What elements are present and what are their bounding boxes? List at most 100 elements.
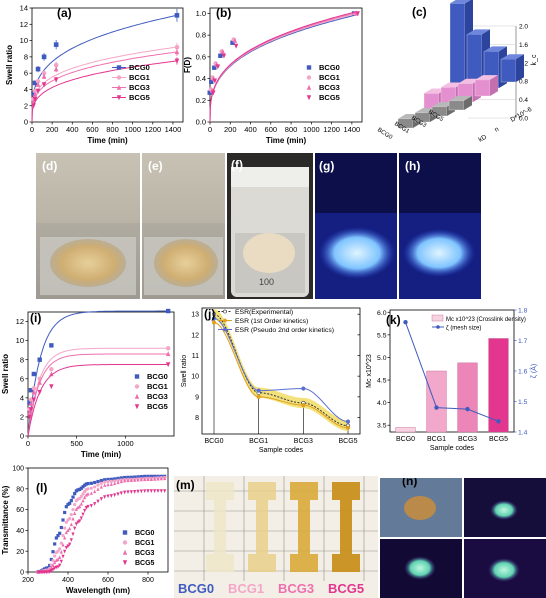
data-point-BCG5 <box>165 362 171 368</box>
data-point-BCG1 <box>81 492 85 496</box>
y-tick-label: 0.4 <box>196 74 206 83</box>
z-axis-label: k_c <box>531 54 538 65</box>
data-point-BCG3 <box>113 481 117 486</box>
legend-label: BCG3 <box>147 392 168 401</box>
x-tick-label: BCG0 <box>204 438 223 445</box>
plot-frame <box>27 467 169 573</box>
x-tick-label: 600 <box>102 577 114 584</box>
data-point-BCG0 <box>83 483 87 487</box>
data-point-BCG0 <box>106 477 110 482</box>
category-label: BCG0 <box>376 127 394 141</box>
y-axis-label: Mc x10^23 <box>366 354 373 388</box>
data-point-BCG3 <box>78 504 82 509</box>
data-point-BCG0 <box>31 91 36 96</box>
data-point-BCG1 <box>58 547 62 551</box>
x-tick-label: 600 <box>86 125 99 134</box>
data-point-BCG5 <box>109 494 113 498</box>
data-point-BCG5 <box>32 96 38 102</box>
data-point-BCG1 <box>79 494 83 499</box>
data-point-BCG1 <box>28 397 34 402</box>
y-tick-label: 10 <box>191 374 199 381</box>
data-point-BCG1 <box>96 483 100 487</box>
x-tick-label: 0 <box>30 125 34 134</box>
data-point-BCG5 <box>123 490 127 495</box>
data-point-BCG5 <box>53 77 59 83</box>
data-point-BCG0 <box>96 479 100 484</box>
data-point-BCG5 <box>78 519 82 524</box>
panel-label-g: (g) <box>319 159 335 173</box>
legend-marker <box>122 560 128 566</box>
data-point-1 <box>345 425 351 430</box>
data-point-BCG0 <box>113 477 117 481</box>
data-point-BCG0 <box>116 476 120 480</box>
data-point-BCG5 <box>51 567 55 572</box>
data-point-BCG0 <box>46 566 50 570</box>
data-point-BCG3 <box>174 49 180 55</box>
bar-side-kD <box>464 96 472 110</box>
x-tick-label: 800 <box>106 125 119 134</box>
panel-label-n: (n) <box>402 478 418 488</box>
data-point-BCG0 <box>76 488 80 492</box>
data-point-BCG5 <box>49 569 53 573</box>
row-label: n <box>494 126 501 134</box>
data-point-BCG5 <box>211 90 216 96</box>
photo-g: (g) <box>315 153 397 299</box>
data-point-BCG1 <box>53 554 57 558</box>
data-point-BCG0 <box>165 308 171 314</box>
data-point-BCG1 <box>93 485 97 489</box>
legend-label: BCG5 <box>129 93 150 102</box>
data-point-BCG0 <box>78 487 82 491</box>
legend-marker <box>134 374 140 379</box>
data-point-BCG5 <box>96 499 100 504</box>
data-point-BCG3 <box>69 522 73 527</box>
bar-front-kD <box>448 100 465 111</box>
data-point-BCG5 <box>81 512 85 517</box>
x-tick-label: 200 <box>46 125 59 134</box>
data-point-BCG5 <box>106 494 110 499</box>
strip-label-bcg5: BCG5 <box>328 581 364 596</box>
data-point-BCG5 <box>74 522 78 526</box>
data-point-BCG3 <box>143 477 147 482</box>
data-point-BCG0 <box>64 505 68 509</box>
data-point-BCG5 <box>37 389 42 395</box>
legend-marker <box>223 318 227 323</box>
data-point-BCG3 <box>109 482 113 486</box>
data-point-BCG1 <box>71 508 75 512</box>
data-point-BCG0 <box>209 79 214 85</box>
data-point-BCG3 <box>53 560 57 565</box>
data-point-BCG3 <box>51 563 55 567</box>
x-tick-label: BCG5 <box>489 436 508 443</box>
data-point-BCG3 <box>74 507 78 511</box>
data-point-BCG5 <box>35 88 41 94</box>
data-point-BCG3 <box>81 498 85 503</box>
data-point-BCG0 <box>53 542 57 546</box>
x-axis-label: Time (min) <box>266 136 307 145</box>
y-tick-label: 60 <box>16 507 24 514</box>
legend-label: BCG0 <box>147 372 168 381</box>
x-tick-label: 600 <box>265 125 278 134</box>
legend-label: BCG5 <box>147 402 168 411</box>
data-point-BCG3 <box>232 37 238 43</box>
fit-line-BCG5 <box>209 11 356 123</box>
y-tick-label: 5.5 <box>377 332 387 339</box>
bar-top-D*10^-6 <box>484 46 507 52</box>
data-point-BCG5 <box>56 565 60 569</box>
panel-label-d: (d) <box>42 159 58 173</box>
legend-label: BCG0 <box>129 63 150 72</box>
data-point-BCG5 <box>119 491 123 496</box>
legend-label: BCG1 <box>129 73 150 82</box>
bar-side-D*10^-6 <box>516 54 524 82</box>
legend-marker <box>306 75 312 80</box>
y-tick-label: 20 <box>16 549 24 556</box>
data-point-BCG5 <box>53 566 57 571</box>
data-point-BCG5 <box>133 490 137 494</box>
data-point-BCG5 <box>116 492 120 497</box>
x-tick-label: 800 <box>142 577 154 584</box>
photo-d: (d) <box>36 153 140 299</box>
data-point-BCG3 <box>103 483 107 487</box>
y-tick-label: 40 <box>16 528 24 535</box>
data-point-BCG3 <box>133 478 137 482</box>
data-point-BCG5 <box>61 554 65 559</box>
data-point-BCG3 <box>73 511 77 516</box>
y-tick-label: 0.0 <box>196 118 206 127</box>
